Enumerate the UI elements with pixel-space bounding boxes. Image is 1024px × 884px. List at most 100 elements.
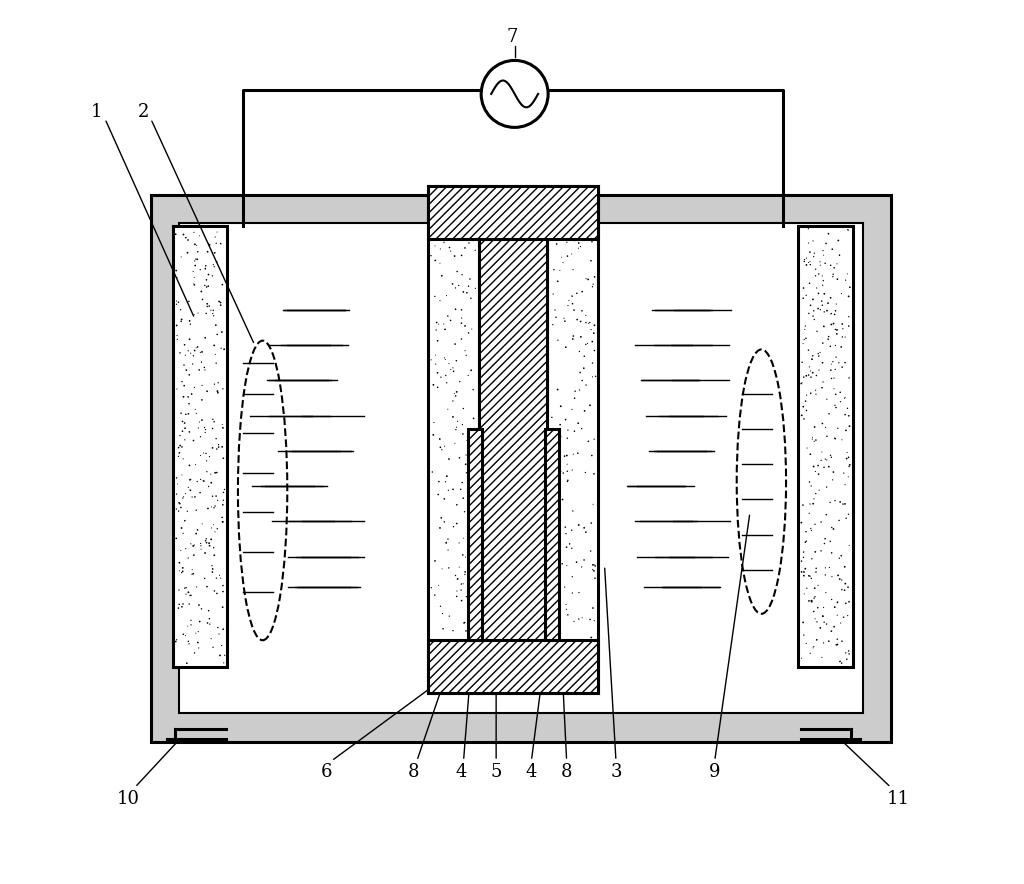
Point (451, 536, 467, 550)
Point (804, 595, 820, 609)
Point (834, 339, 850, 354)
Point (184, 568, 201, 582)
Point (184, 490, 201, 504)
Point (800, 222, 816, 236)
Point (458, 466, 474, 480)
Point (802, 569, 818, 583)
Point (211, 568, 227, 583)
Point (814, 381, 830, 395)
Point (186, 237, 203, 251)
Point (805, 641, 821, 655)
Point (186, 308, 203, 322)
Point (796, 545, 812, 560)
Point (543, 567, 559, 581)
Point (584, 218, 600, 232)
Point (183, 613, 200, 628)
Point (584, 334, 600, 348)
Point (586, 564, 602, 578)
Point (191, 415, 208, 429)
Point (559, 448, 575, 462)
Point (206, 339, 222, 353)
Point (431, 475, 447, 489)
Point (796, 370, 812, 385)
Point (571, 220, 588, 234)
Point (463, 291, 479, 305)
Text: 4: 4 (525, 764, 537, 781)
Point (210, 385, 226, 400)
Point (183, 387, 200, 401)
Point (545, 528, 561, 542)
Bar (428, 640, 598, 693)
Point (834, 573, 850, 587)
Point (180, 344, 197, 358)
Point (172, 429, 188, 443)
Point (569, 206, 586, 220)
Point (820, 460, 837, 474)
Point (447, 646, 464, 660)
Point (801, 475, 817, 489)
Point (203, 467, 219, 481)
Point (456, 285, 472, 299)
Point (197, 425, 213, 439)
Point (831, 248, 848, 263)
Point (177, 542, 194, 556)
Point (427, 210, 443, 225)
Point (181, 397, 198, 411)
Point (440, 186, 457, 200)
Point (201, 612, 217, 626)
Point (798, 636, 814, 651)
Point (432, 599, 449, 613)
Point (810, 301, 826, 316)
Point (588, 370, 604, 384)
Point (168, 471, 184, 485)
Point (801, 568, 817, 583)
Point (570, 225, 587, 240)
Point (809, 281, 825, 295)
Point (585, 497, 601, 511)
Point (207, 347, 223, 362)
Point (801, 255, 817, 270)
Point (841, 289, 857, 303)
Point (825, 267, 842, 281)
Point (188, 407, 205, 421)
Point (463, 648, 479, 662)
Point (821, 407, 838, 421)
Point (552, 598, 568, 613)
Point (583, 630, 599, 644)
Point (829, 421, 846, 435)
Point (565, 212, 582, 226)
Point (577, 229, 593, 243)
Point (458, 457, 474, 471)
Point (834, 432, 850, 446)
Point (207, 230, 223, 244)
Point (189, 245, 206, 259)
Point (816, 615, 833, 629)
Point (173, 250, 189, 264)
Point (423, 353, 439, 367)
Point (826, 308, 843, 322)
Point (807, 517, 823, 531)
Point (573, 422, 590, 436)
Point (447, 660, 464, 674)
Point (175, 490, 191, 504)
Point (835, 497, 851, 511)
Point (426, 415, 442, 430)
Point (550, 468, 566, 482)
Point (201, 268, 217, 282)
Point (833, 616, 849, 630)
Point (189, 636, 206, 650)
Point (564, 635, 581, 649)
Point (577, 189, 593, 203)
Point (564, 504, 581, 518)
Point (214, 600, 230, 614)
Point (545, 317, 561, 332)
Point (180, 232, 197, 247)
Point (806, 312, 822, 326)
Point (196, 474, 212, 488)
Point (427, 289, 443, 303)
Point (806, 434, 822, 448)
Point (196, 446, 212, 460)
Point (216, 483, 232, 497)
Point (806, 304, 822, 318)
Point (556, 311, 572, 325)
